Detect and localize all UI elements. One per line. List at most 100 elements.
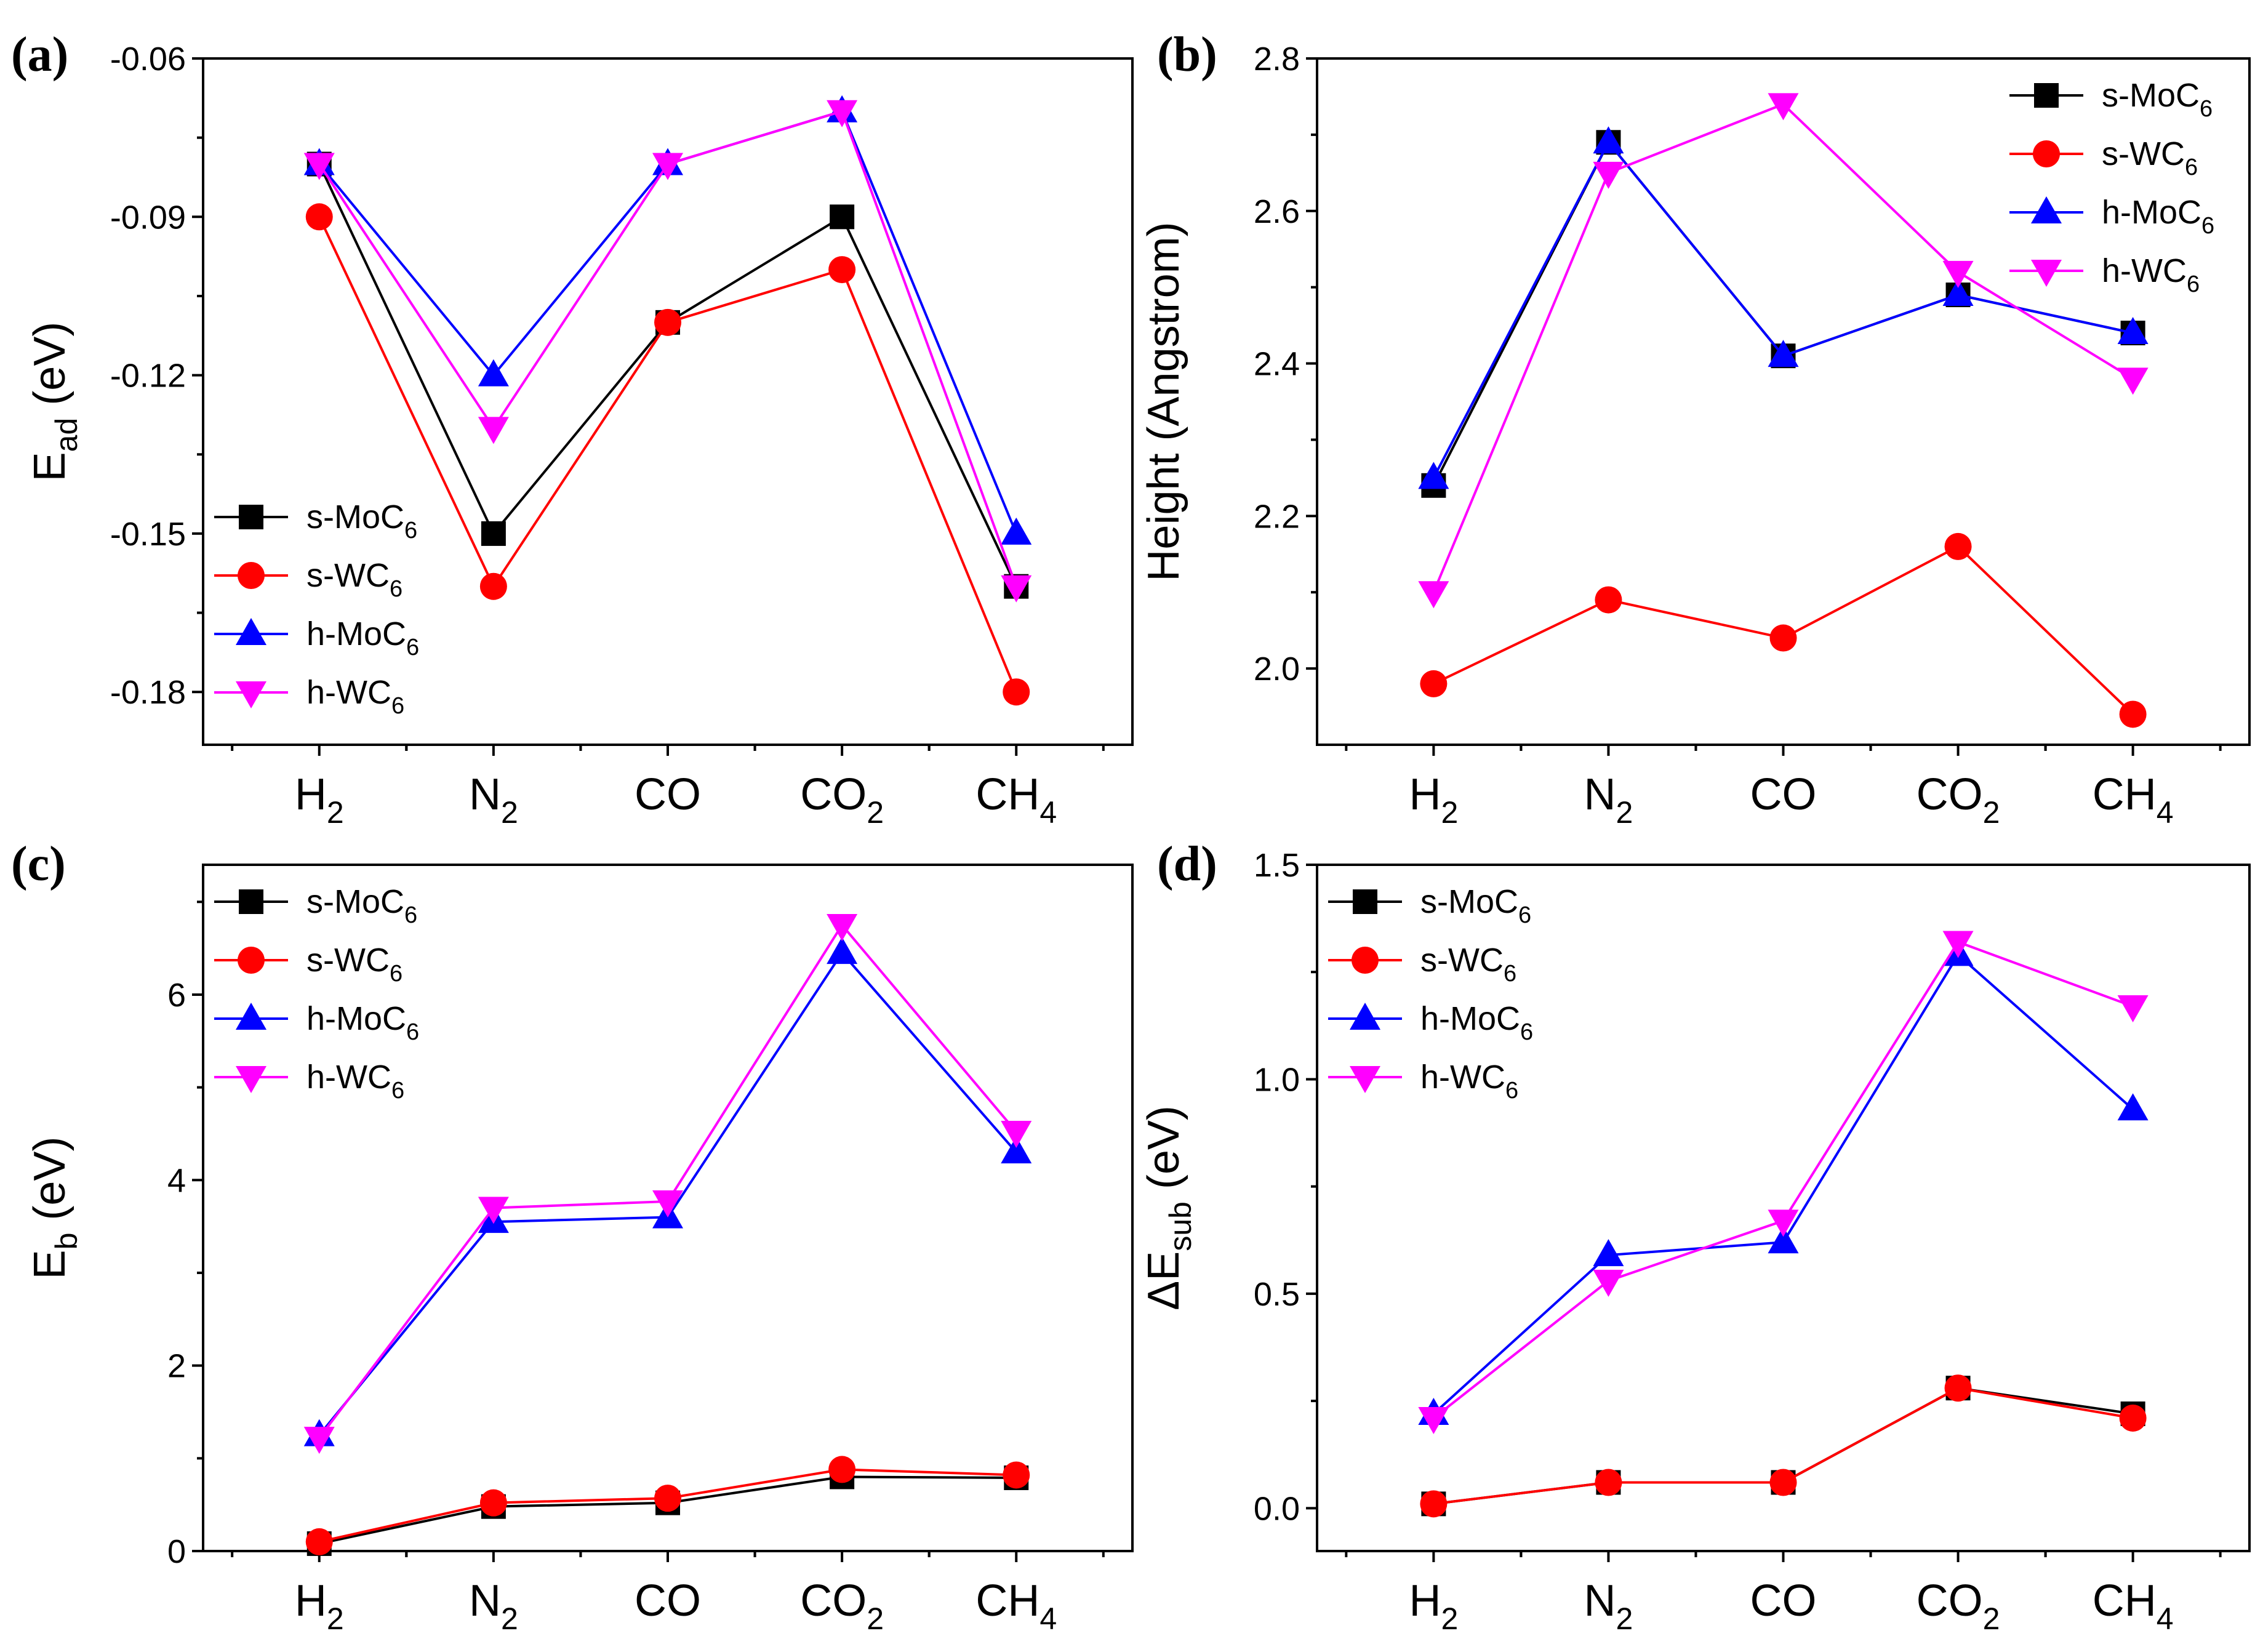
y-axis-label: Height (Angstrom) — [1139, 222, 1188, 581]
legend-label-sub: 6 — [390, 576, 403, 602]
y-tick-label: -0.06 — [110, 41, 186, 78]
legend-label-sub: 6 — [404, 518, 417, 543]
category-sub: 4 — [1039, 1602, 1057, 1636]
series-line-s-MoC6 — [318, 163, 1018, 587]
y-tick-label: 1.0 — [1254, 1061, 1300, 1098]
series-line-h-WC6 — [318, 923, 1017, 1439]
data-point-h-WC6 — [2117, 995, 2149, 1022]
category-main: CO — [1917, 1576, 1983, 1626]
legend-label-main: h-WC — [306, 674, 391, 711]
legend-marker-h-WC6 — [2031, 260, 2062, 287]
legend-label-sub: 6 — [404, 902, 417, 928]
category-main: H — [295, 1576, 327, 1626]
legend-label: h-WC6 — [1420, 1059, 1518, 1104]
data-point-s-WC6 — [1769, 1469, 1797, 1496]
legend-label-main: s-WC — [306, 557, 390, 594]
category-main: N — [1584, 1576, 1616, 1626]
series-line-h-WC6 — [1433, 940, 2134, 1419]
data-point-h-MoC6 — [2117, 1093, 2149, 1121]
legend-label-sub: 6 — [391, 1078, 404, 1104]
series-line-h-MoC6 — [1432, 140, 2134, 479]
data-point-h-WC6 — [1942, 260, 1974, 288]
category-sub: 2 — [1441, 1602, 1458, 1636]
data-point-h-WC6 — [652, 1190, 683, 1217]
x-category-label: CO — [635, 1576, 701, 1626]
x-category-label: N2 — [469, 770, 518, 830]
data-point-h-WC6 — [652, 153, 683, 180]
legend-marker-h-MoC6 — [1350, 1003, 1380, 1030]
data-point-s-WC6 — [1420, 670, 1448, 697]
category-main: CO — [1750, 1576, 1817, 1626]
data-point-s-WC6 — [1595, 586, 1622, 614]
legend-label: h-MoC6 — [1420, 1000, 1533, 1045]
data-point-h-MoC6 — [478, 359, 509, 387]
y-axis-label: Eb (eV) — [25, 1137, 84, 1280]
legend-label: s-WC6 — [306, 557, 403, 602]
legend-label-sub: 6 — [391, 693, 404, 719]
legend-label-sub: 6 — [406, 1019, 419, 1045]
category-sub: 2 — [327, 795, 344, 830]
data-point-h-WC6 — [827, 100, 858, 127]
category-sub: 2 — [1616, 795, 1633, 830]
category-sub: 2 — [1983, 1602, 2000, 1636]
data-point-h-MoC6 — [1942, 279, 1974, 307]
y-tick-label: 2.6 — [1254, 193, 1300, 230]
legend-label-sub: 6 — [1518, 902, 1531, 928]
legend-label: s-WC6 — [306, 942, 403, 987]
y-tick-label: 2.2 — [1254, 498, 1300, 535]
x-category-label: CO — [1750, 1576, 1817, 1626]
category-main: CH — [2093, 770, 2157, 819]
category-main: CO — [1750, 770, 1817, 819]
data-point-h-MoC6 — [1593, 1239, 1624, 1267]
x-category-label: CO2 — [1917, 770, 2000, 830]
y-tick-label: 0 — [167, 1533, 186, 1570]
category-main: CH — [2093, 1576, 2157, 1626]
legend-label-main: s-MoC — [306, 499, 404, 535]
category-main: CO — [800, 1576, 867, 1626]
category-main: N — [469, 770, 501, 819]
category-sub: 2 — [867, 1602, 884, 1636]
data-point-h-MoC6 — [1418, 462, 1449, 489]
data-point-h-WC6 — [1418, 581, 1449, 609]
legend-label-sub: 6 — [406, 635, 419, 660]
data-point-s-WC6 — [1944, 532, 1972, 560]
x-category-label: N2 — [1584, 770, 1633, 830]
category-main: CO — [1917, 770, 1983, 819]
legend-label-main: h-MoC — [306, 1000, 406, 1037]
data-point-s-WC6 — [1003, 1461, 1030, 1489]
panel-label: (b) — [1157, 28, 1217, 82]
x-category-label: H2 — [1409, 1576, 1458, 1636]
category-sub: 2 — [867, 795, 884, 830]
legend-label-main: h-WC — [2102, 252, 2187, 289]
data-point-h-WC6 — [303, 1427, 335, 1454]
data-point-s-WC6 — [1769, 624, 1797, 652]
x-category-label: CO2 — [800, 1576, 884, 1636]
y-axis-label-main: Height (Angstrom) — [1139, 222, 1188, 581]
data-point-h-WC6 — [2117, 367, 2149, 395]
legend-marker-s-WC6 — [2033, 140, 2060, 167]
data-point-s-WC6 — [654, 1485, 681, 1512]
data-point-s-WC6 — [1944, 1374, 1972, 1402]
category-main: H — [1409, 1576, 1441, 1626]
legend-label-sub: 6 — [2201, 213, 2214, 239]
y-tick-label: 2.0 — [1254, 651, 1300, 688]
legend-label-main: s-MoC — [306, 883, 404, 920]
category-main: H — [1409, 770, 1441, 819]
data-point-h-WC6 — [1768, 1209, 1799, 1237]
category-main: CH — [975, 770, 1039, 819]
data-point-s-WC6 — [1420, 1490, 1448, 1518]
y-axis-label-main: E — [25, 452, 74, 481]
legend-label-main: s-MoC — [2102, 77, 2200, 114]
data-point-h-WC6 — [1001, 575, 1032, 603]
y-tick-label: 0.0 — [1254, 1490, 1300, 1527]
y-tick-label: -0.15 — [110, 516, 186, 553]
y-axis-label-suffix: (eV) — [25, 1137, 74, 1233]
y-axis-label-sub: b — [49, 1233, 84, 1250]
legend-label: s-MoC6 — [306, 883, 417, 928]
y-tick-label: -0.18 — [110, 674, 186, 711]
